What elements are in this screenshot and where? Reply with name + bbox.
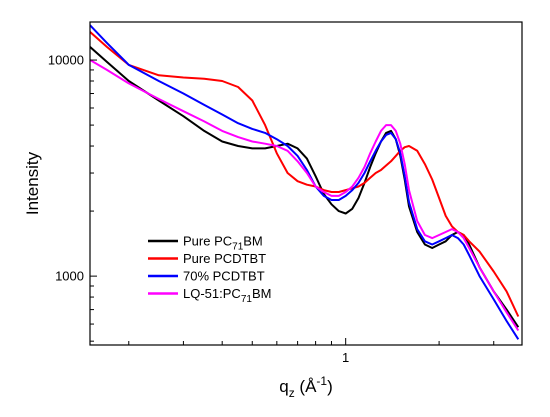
series-line-3 [90, 24, 520, 340]
x-tick-label: 1 [342, 350, 349, 365]
y-tick-label: 1000 [55, 269, 84, 284]
series-line-2 [90, 31, 520, 317]
x-axis-label: qz (Å-1) [279, 374, 333, 400]
legend-label-1: Pure PC71BM [183, 234, 263, 253]
y-tick-label: 10000 [48, 53, 84, 68]
ticks-layer: 1000 10000 1 [48, 53, 495, 365]
series-line-4 [90, 59, 520, 332]
series-line-1 [90, 46, 520, 328]
y-axis-label: Intensity [23, 151, 42, 215]
plot-frame [89, 21, 523, 346]
series-layer [90, 24, 520, 340]
legend-label-2: Pure PCDTBT [183, 251, 266, 266]
legend-label-3: 70% PCDTBT [183, 269, 265, 284]
legend-label-4: LQ-51:PC71BM [183, 286, 271, 305]
